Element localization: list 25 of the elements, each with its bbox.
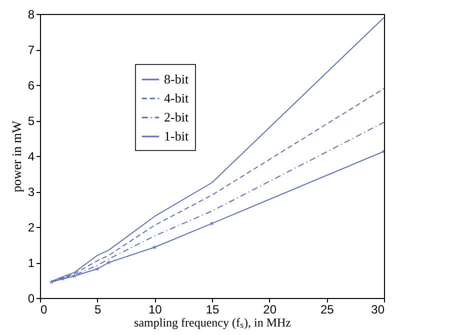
x-tick-label: 20 <box>263 302 277 316</box>
point <box>94 266 100 272</box>
y-tick-label: 6 <box>28 78 35 92</box>
legend-label: 2-bit <box>164 110 189 124</box>
y-axis-title: power in mW <box>8 120 24 192</box>
x-tick-label: 10 <box>148 302 162 316</box>
legend-label: 8-bit <box>164 72 189 86</box>
x-tick-label: 5 <box>94 302 102 316</box>
point <box>152 244 158 250</box>
x-tick-label: 0 <box>40 302 48 316</box>
x-tick-label: 30 <box>371 302 385 316</box>
y-tick-label: 4 <box>28 150 35 164</box>
y-tick-label: 3 <box>28 185 35 199</box>
x-tick-label: 15 <box>206 302 220 316</box>
y-tick-label: 2 <box>28 220 35 234</box>
x-axis-title: sampling frequency (fₛ), in MHz <box>134 316 291 330</box>
point <box>106 260 112 265</box>
y-tick-label: 0 <box>28 292 35 306</box>
legend-label: 1-bit <box>164 128 189 144</box>
y-tick-label: 5 <box>28 114 35 128</box>
y-tick-label: 8 <box>28 8 35 22</box>
legend-label: 4-bit <box>164 90 189 106</box>
y-tick-label: 7 <box>28 43 35 57</box>
y-tick-label: 1 <box>28 256 35 270</box>
x-tick-label: 25 <box>320 302 334 316</box>
